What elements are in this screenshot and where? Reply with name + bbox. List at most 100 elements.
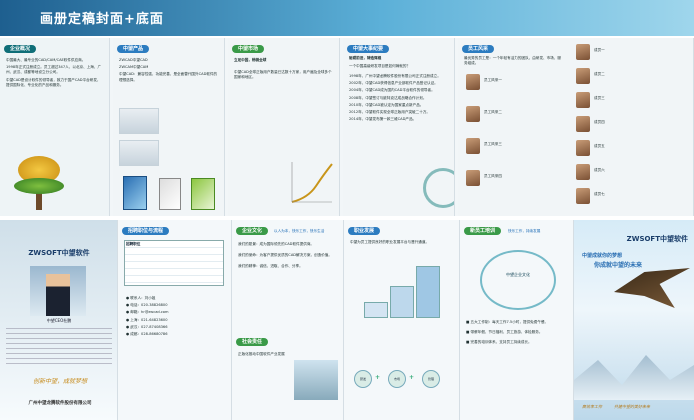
milestone-item: 2014年，中望发布第一款三维CAD产品。 (349, 117, 417, 122)
panel-staff: 员工风采 最优秀的员工是：一个年轻有活力的团队，由研发、市场、服务组成。 员工风… (458, 38, 694, 216)
milestone-item: 2012年，中望软件实现全球正版用户突破二十万。 (349, 110, 431, 115)
milestones-list: 1998年，广州中望龙腾软件股份有限公司正式注册成立。 2002年，中望CAD获得… (349, 74, 449, 124)
panel-milestones: 中望大事纪要 砥砺前进，铸造辉煌 一个中国高级研发项目是如何铸就的？ 1998年… (343, 38, 455, 216)
panel-recruit: 招聘职位与流程 招聘职位 ● 联系人：刘小姐 ● 电话：020-38826800 ●… (118, 220, 232, 420)
social-photo (294, 360, 338, 400)
product-desc: 中望CAD：兼容性强，功能完善，是全面替代国外CAD软件的理想选择。 (119, 72, 218, 82)
staff-note: 成员七 (594, 192, 605, 196)
milestone-item: 2004年，中望CAD成为国内CAD平台软件的领导者。 (349, 88, 435, 93)
product-box-image (191, 178, 215, 210)
culture-header: 企业文化 (236, 227, 269, 235)
staff-note: 成员六 (594, 168, 605, 172)
ceo-caption: 中望CEO杜鹏 (46, 318, 72, 323)
company-overview-text: 中国最大、最专业的CAD/CAM/CAE软件供应商。 1998年正式注册成立。员… (6, 58, 102, 90)
contact-line: ● 武汉：027-87408366 (126, 324, 168, 329)
panel-market: 中望市场 立足中国，畅销全球 中望CAD全球正版用户数量已达数十万家，用户遍及全… (228, 38, 340, 216)
culture-point: 我们的愿景：成为国际领先的CAD软件提供商。 (238, 242, 315, 246)
staff-photo (466, 138, 480, 154)
panel-career: 职业发展 中望为员工提供良好的职业发展平台与晋升通道。 研发 + 市场 + 管理 (344, 220, 460, 420)
culture-points: 我们的愿景：成为国际领先的CAD软件提供商。 我们的使命：为客户提供优质的CAD解… (238, 242, 338, 276)
market-header: 中望市场 (232, 45, 265, 53)
contact-line: ● 电话：020-38826800 (126, 303, 168, 308)
back-cover-logo: ZWSOFT中望软件 (626, 235, 688, 243)
staff-photo (576, 44, 590, 60)
product-box-image (123, 176, 147, 210)
products-text: ZWCAD中望CAD ZWCAM中望CAM 中望CAD：兼容性强，功能完善，是全… (119, 58, 219, 85)
back-cover-slogan: 你成就中望的未来 (594, 262, 643, 269)
recruit-header: 招聘职位与流程 (122, 227, 170, 235)
contact-line: ● 上海：021-64823600 (126, 317, 168, 322)
staff-photo (576, 116, 590, 132)
staff-note: 员工风采四 (484, 174, 502, 178)
career-path-bubble: 市场 (388, 370, 406, 388)
social-header: 社会责任 (236, 338, 269, 346)
panel-cover: ZWSOFT中望软件 中望CEO杜鹏 创新中望，成就梦想 广州中望龙腾软件股份有… (0, 220, 118, 420)
cover-text (6, 328, 112, 368)
milestone-item: 1998年，广州中望龙腾软件股份有限公司正式注册成立。 (349, 74, 441, 78)
training-item: ■ 五大工作制：每天工作7.5小时，提供免费午餐。 (466, 320, 549, 324)
company-overview-header: 企业概况 (4, 45, 37, 53)
cover-slogan: 创新中望，成就梦想 (32, 378, 87, 385)
staff-note: 成员二 (594, 72, 605, 76)
panel-culture: 企业文化 以人为本，快乐工作，快乐生活 我们的愿景：成为国际领先的CAD软件提供… (232, 220, 344, 420)
staff-photo (576, 92, 590, 108)
staff-photo (576, 68, 590, 84)
milestones-subheader: 砥砺前进，铸造辉煌 (349, 56, 382, 60)
career-ladder (364, 260, 440, 320)
ceo-figure (46, 274, 70, 316)
product-item: ZWCAM中望CAM (119, 65, 149, 70)
staff-note: 员工风采三 (484, 142, 502, 146)
money-tree-image (14, 156, 64, 212)
social-desc: 正版化推动中国软件产业发展 (238, 352, 285, 356)
milestone-item: 2010年，中望CAD被认定为国家重点新产品。 (349, 102, 424, 107)
culture-point: 我们的精神：诚信、进取、合作、分享。 (238, 264, 303, 269)
back-cover-slogan: 中望成就你的梦想 (582, 253, 623, 259)
products-header: 中望产品 (117, 45, 150, 53)
contact-line: ● 邮箱：hr@zwcad.com (126, 310, 169, 315)
milestones-question: 一个中国高级研发项目是如何铸就的？ (349, 64, 411, 68)
plus-icon: + (375, 374, 381, 381)
training-items: ■ 五大工作制：每天工作7.5小时，提供免费午餐。 ■ 带薪年假、节日福利、员工旅… (466, 320, 570, 351)
product-screenshot (119, 108, 159, 134)
training-diagram (480, 250, 556, 310)
milestone-item: 2002年，中望CAD获得信息产业部软件产品登记认证。 (349, 81, 438, 86)
staff-note: 成员四 (594, 120, 605, 124)
cover-footer: 广州中望龙腾软件股份有限公司 (28, 401, 92, 406)
staff-note: 员工风采一 (484, 78, 502, 82)
staff-note: 成员五 (594, 144, 605, 148)
eagle-image (614, 268, 690, 308)
back-cover-footer: 共建中望的美好未来 (614, 404, 650, 409)
market-subheader: 立足中国，畅销全球 (234, 58, 267, 62)
page-title: 画册定稿封面+底面 (40, 12, 164, 27)
training-item: ■ 带薪年假、节日福利、员工旅游、体检服务。 (466, 330, 543, 335)
culture-motto: 以人为本，快乐工作，快乐生活 (274, 229, 325, 233)
milestone-item: 2008年，中望签订与欧特克达成战略合作计划。 (349, 95, 427, 100)
recruit-contact-list: ● 联系人：刘小姐 ● 电话：020-38826800 ● 邮箱：hr@zwcad.… (126, 296, 226, 339)
staff-note: 员工风采二 (484, 110, 502, 114)
product-screenshot (119, 140, 159, 166)
product-item: ZWCAD中望CAD (119, 58, 148, 62)
staff-photo (466, 170, 480, 186)
back-cover-mountains (574, 355, 694, 400)
cover-logo: ZWSOFT中望软件 (28, 249, 90, 257)
career-path-bubble: 管理 (422, 370, 440, 388)
market-growth-chart (291, 162, 333, 203)
ceo-photo (30, 266, 86, 316)
panel-back-cover: ZWSOFT中望软件 中望成就你的梦想 你成就中望的未来 高效率工作 共建中望的… (574, 220, 694, 420)
contact-line: ● 成都：028-86680786 (126, 332, 168, 337)
plus-icon: + (409, 374, 415, 381)
milestones-header: 中望大事纪要 (347, 45, 390, 53)
company-overview-para: 中望CAD是设计软件的领导者，致力于国产CAD平台研发，提供国际化、专业化的产品… (6, 77, 101, 87)
training-item: ■ 完善的培训体系，支持员工持续成长。 (466, 340, 532, 345)
company-overview-para: 中国最大、最专业的CAD/CAM/CAE软件供应商。 (6, 58, 86, 62)
swirl-decoration (423, 168, 454, 208)
staff-photo (466, 106, 480, 122)
staff-photo (466, 74, 480, 90)
career-path-bubble: 研发 (354, 370, 372, 388)
panel-training: 新员工培训 快乐工作，持续发展 中望企业文化 ■ 五大工作制：每天工作7.5小时… (460, 220, 574, 420)
recruit-table-title: 招聘职位 (126, 242, 141, 246)
page-title-band (0, 0, 694, 36)
staff-note: 成员一 (594, 48, 605, 52)
career-desc: 中望为员工提供良好的职业发展平台与晋升通道。 (350, 240, 430, 244)
brochure-row-bottom: ZWSOFT中望软件 中望CEO杜鹏 创新中望，成就梦想 广州中望龙腾软件股份有… (0, 220, 694, 420)
